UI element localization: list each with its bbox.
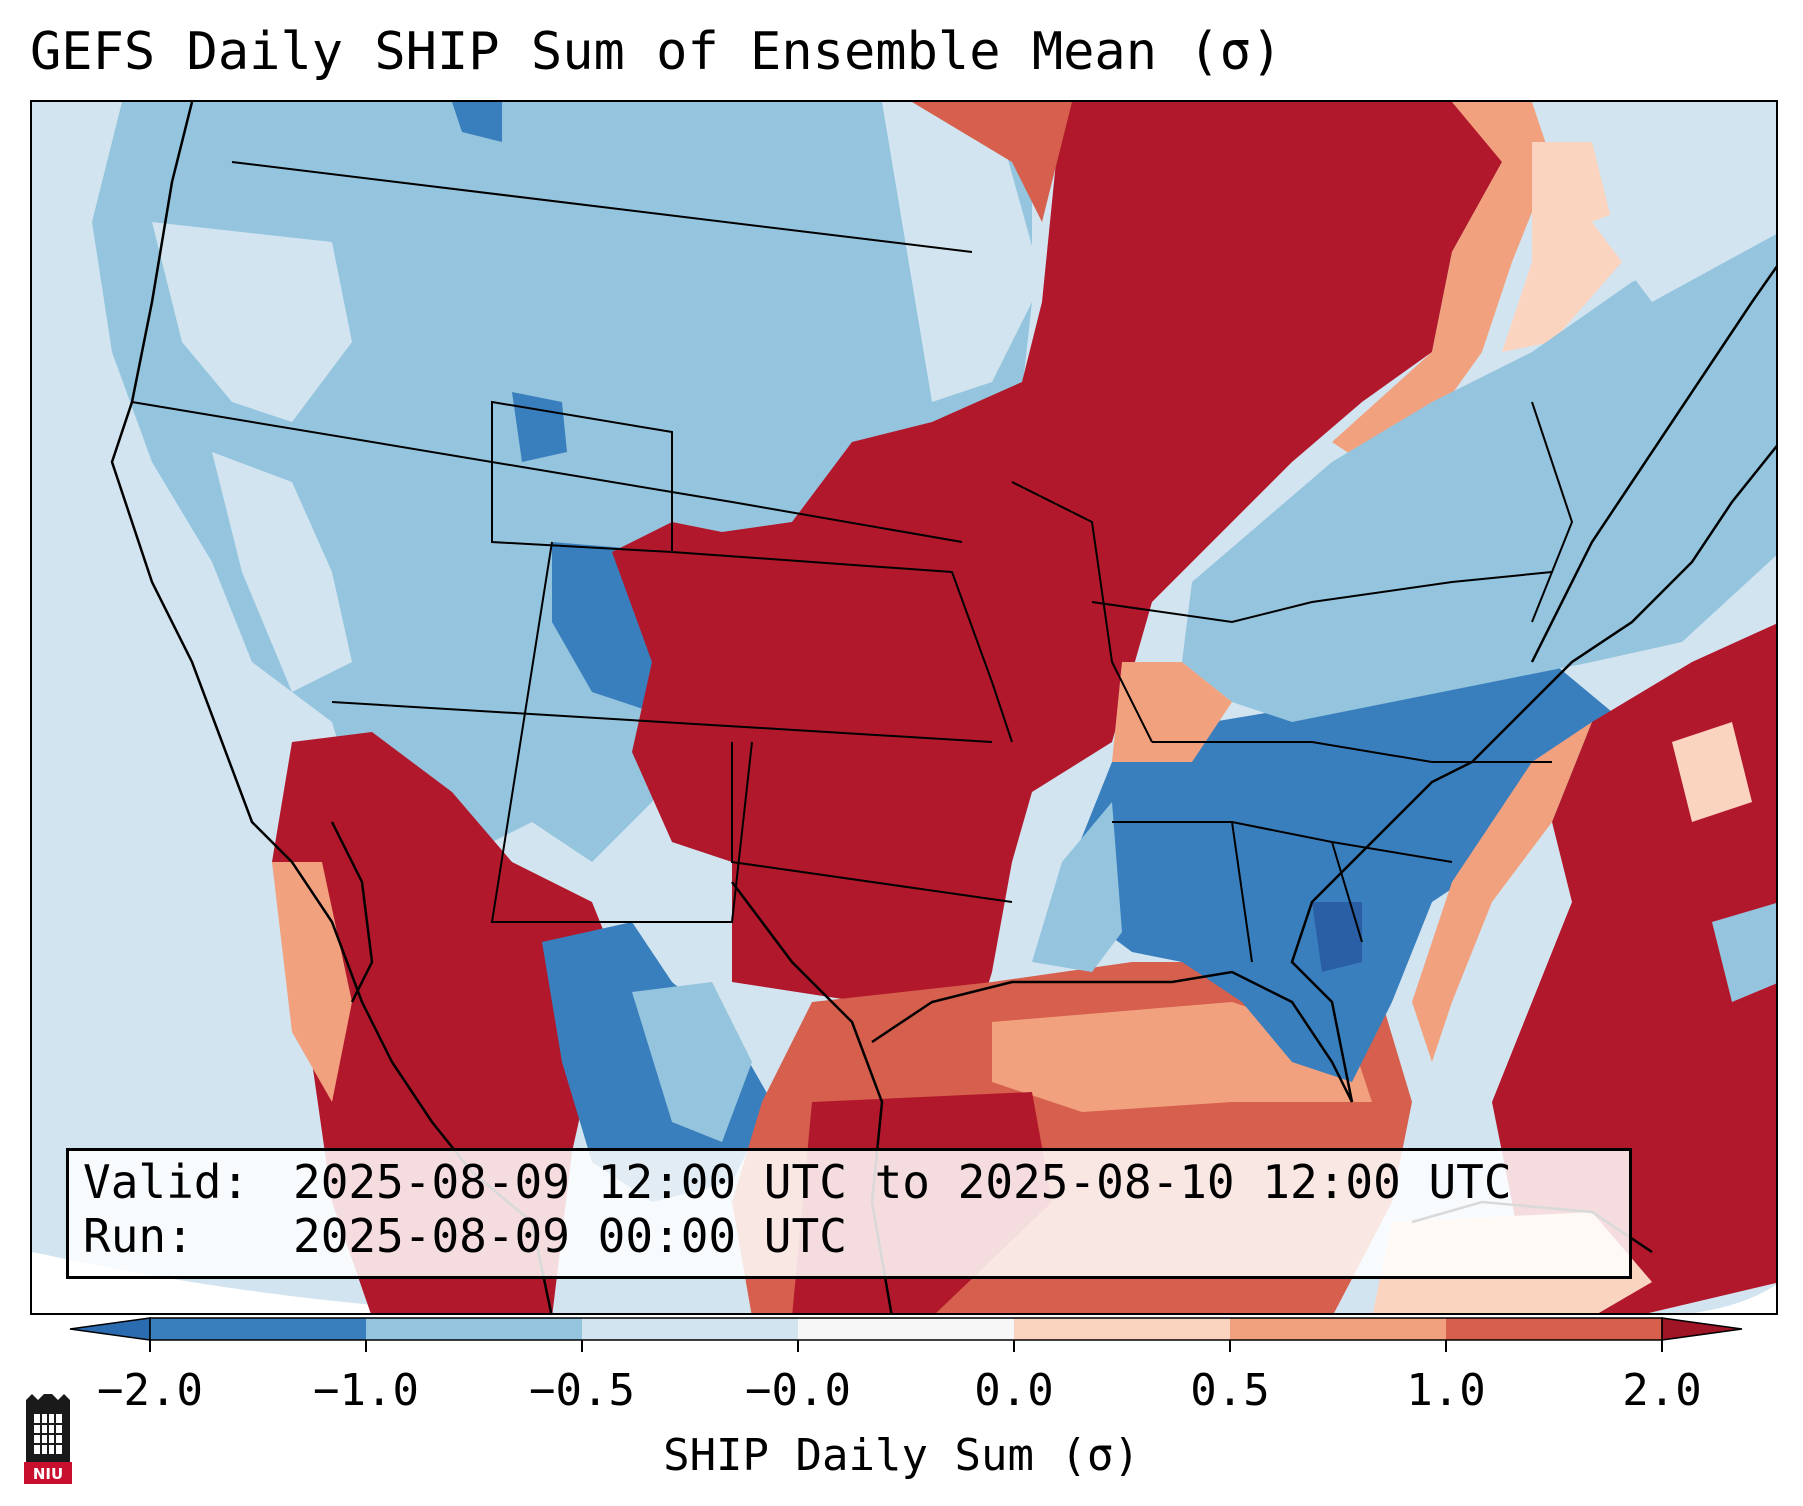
boundary-ohio (1091, 571, 1553, 624)
montana-dark-patch (452, 102, 502, 142)
colorbar-tick-label: 2.0 (1622, 1365, 1702, 1416)
colorbar-segments (69, 1317, 1743, 1352)
east-gulf-coastline (871, 444, 1776, 1103)
page-title: GEFS Daily SHIP Sum of Ensemble Mean (σ) (30, 22, 1283, 82)
colorbar-tick-label: 0.0 (974, 1365, 1054, 1416)
run-label: Run: (83, 1209, 194, 1263)
pacific-coastline (110, 102, 553, 1313)
colorbar-tick-label: −1.0 (313, 1365, 419, 1416)
validity-info-box: Valid: 2025-08-09 12:00 UTC to 2025-08-10… (66, 1148, 1632, 1279)
dakotas-light-strip (882, 102, 1042, 402)
atlantic-blue-patch (1712, 903, 1776, 1002)
boundary-alabama (1231, 821, 1253, 963)
colorbar-label: SHIP Daily Sum (σ) (663, 1430, 1140, 1481)
us-canada-border (231, 161, 973, 253)
atlantic-light-patch (1672, 722, 1752, 822)
boundary-north-1 (131, 401, 963, 543)
boundary-oklahoma (731, 742, 1013, 903)
boundary-tennessee (1152, 741, 1552, 763)
atlantic-coastal-transition (1412, 722, 1592, 1062)
boundary-southeast (1112, 821, 1453, 863)
colorbar-segment (1230, 1318, 1446, 1340)
colorbar-segment (1446, 1318, 1662, 1340)
colorbar-outline (149, 1317, 1663, 1341)
projection-edge-left (32, 1252, 484, 1313)
maritimes-light-patch (1592, 162, 1776, 302)
run-value: 2025-08-09 00:00 UTC (293, 1209, 847, 1263)
map-canvas (32, 102, 1776, 1313)
northeast-field (1182, 223, 1776, 722)
colorbar-tick-label: 1.0 (1406, 1365, 1486, 1416)
valid-line: Valid: 2025-08-09 12:00 UTC to 2025-08-10… (83, 1155, 1615, 1209)
niu-logo-icon: NIU (24, 1394, 72, 1484)
mexico-light-patch (632, 982, 752, 1142)
boundary-northeast (1531, 401, 1574, 623)
great-basin-patch (212, 452, 352, 692)
colorbar-under-extension (69, 1317, 151, 1341)
colorbar-tick-label: −2.0 (97, 1365, 203, 1416)
colorbar-tick-label: −0.0 (745, 1365, 851, 1416)
colorbar-segment (798, 1318, 1014, 1340)
mississippi-transition (1032, 802, 1122, 972)
central-us-hotspot (612, 102, 1502, 1102)
valid-value: 2025-08-09 12:00 UTC to 2025-08-10 12:00… (293, 1155, 1512, 1209)
svg-text:NIU: NIU (33, 1465, 63, 1483)
manitoba-edge (912, 102, 1072, 222)
ontario-transition-band (1332, 102, 1552, 462)
projection-edge-right (1693, 1284, 1776, 1313)
colorbar-segment (150, 1318, 366, 1340)
florida-dark-patch (1312, 902, 1362, 972)
colorbar-tick-label: −0.5 (529, 1365, 635, 1416)
colorbar-over-extension (1661, 1317, 1743, 1341)
pacific-northwest-patch (152, 222, 352, 422)
baja-coastline (330, 821, 374, 1003)
ohio-valley-transition (1112, 662, 1232, 762)
colorbar-tick-label: 0.5 (1190, 1365, 1270, 1416)
boundary-new-mexico (490, 541, 753, 923)
northeast-coastline (1530, 265, 1776, 663)
wyoming-dark-patch (512, 392, 567, 462)
map-frame (30, 100, 1778, 1315)
state-boundaries (131, 161, 1574, 963)
valid-label: Valid: (83, 1155, 250, 1209)
colorbar-segment (366, 1318, 582, 1340)
boundary-midwest-1 (1011, 481, 1153, 743)
boundary-central (331, 701, 993, 743)
quebec-light-patch (1502, 142, 1622, 352)
colorbar-segment (582, 1318, 798, 1340)
boundary-georgia (1331, 841, 1363, 943)
run-line: Run: 2025-08-09 00:00 UTC (83, 1209, 1615, 1263)
boundary-kansas (671, 551, 1013, 743)
colorbar-segment (1014, 1318, 1230, 1340)
